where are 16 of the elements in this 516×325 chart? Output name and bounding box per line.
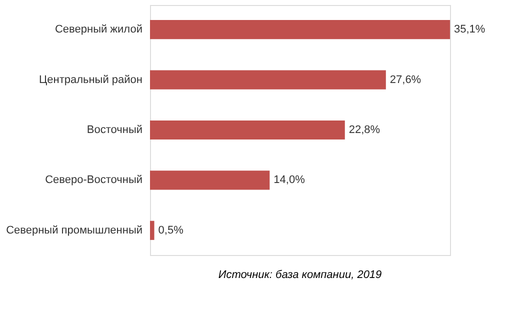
- data-label: 27,6%: [390, 74, 422, 86]
- y-tick-label: Восточный: [86, 124, 142, 136]
- bar: [150, 20, 450, 40]
- y-tick-label: Центральный район: [38, 74, 142, 86]
- data-label: 35,1%: [454, 24, 486, 36]
- y-tick-label: Северный жилой: [54, 24, 142, 36]
- bar: [150, 170, 270, 190]
- y-tick-label: Северный промышленный: [6, 224, 142, 236]
- text: Источник: база компании, 2019: [218, 269, 382, 281]
- bar: [150, 120, 345, 140]
- bar: [150, 220, 154, 240]
- y-tick-label: Северо-Восточный: [45, 174, 142, 186]
- data-label: 22,8%: [348, 124, 380, 136]
- bar: [150, 70, 386, 90]
- data-label: 0,5%: [158, 224, 184, 236]
- data-label: 14,0%: [274, 174, 306, 186]
